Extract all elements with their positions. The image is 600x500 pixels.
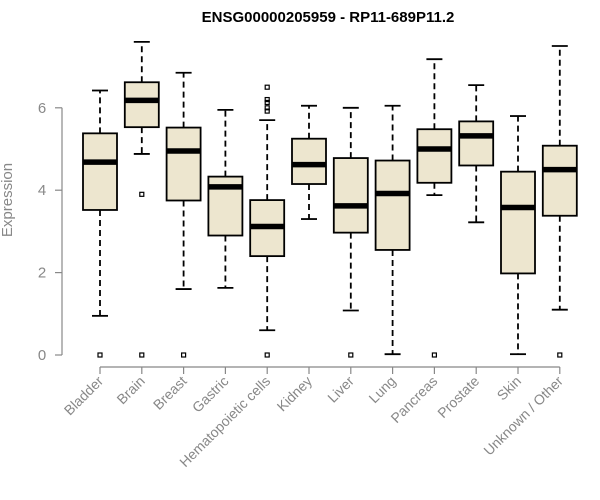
- iqr-box: [500, 170, 536, 275]
- outlier-point: [264, 105, 270, 111]
- outlier-point: [264, 108, 270, 114]
- y-axis-label: Expression: [0, 163, 16, 237]
- box-liver: [332, 106, 369, 358]
- outlier-point: [431, 352, 437, 358]
- outlier-point: [139, 191, 145, 197]
- iqr-box: [374, 159, 411, 251]
- boxes-group: [82, 40, 578, 358]
- iqr-box: [416, 128, 453, 184]
- y-axis: 0 2 4 6: [38, 100, 63, 364]
- iqr-box: [82, 132, 118, 211]
- y-tick-label: 4: [38, 182, 46, 199]
- x-tick-label: Breast: [150, 373, 190, 413]
- x-tick-label: Kidney: [274, 373, 316, 415]
- y-tick-label: 0: [38, 347, 46, 364]
- x-tick-label: Liver: [324, 373, 357, 406]
- box-bladder: [82, 89, 118, 358]
- outlier-point: [97, 352, 103, 358]
- outlier-point: [181, 352, 187, 358]
- outlier-point: [264, 84, 270, 90]
- iqr-box: [541, 144, 578, 217]
- iqr-box: [291, 137, 327, 185]
- box-unknown-other: [541, 45, 578, 358]
- outlier-point: [264, 352, 270, 358]
- box-skin: [500, 115, 536, 356]
- box-gastric: [207, 108, 244, 289]
- box-prostate: [458, 84, 495, 224]
- x-tick-label: Unknown / Other: [480, 373, 566, 459]
- x-axis: [99, 366, 561, 374]
- outlier-point: [264, 99, 270, 106]
- box-kidney: [291, 104, 327, 220]
- box-lung: [374, 104, 411, 356]
- y-tick-label: 6: [38, 100, 46, 117]
- box-hematopoietic-cells: [249, 84, 286, 358]
- x-tick-label: Skin: [494, 373, 525, 404]
- x-tick-label: Prostate: [434, 373, 482, 421]
- iqr-box: [458, 120, 495, 167]
- outlier-point: [557, 352, 563, 358]
- box-pancreas: [416, 58, 453, 358]
- x-tick-label: Lung: [365, 373, 398, 406]
- iqr-box: [123, 81, 160, 129]
- iqr-box: [165, 126, 202, 202]
- y-tick-label: 2: [38, 265, 46, 282]
- iqr-box: [332, 157, 369, 234]
- box-breast: [165, 71, 202, 358]
- box-brain: [123, 40, 160, 358]
- outlier-point: [348, 352, 354, 358]
- x-tick-label: Brain: [113, 373, 147, 407]
- outlier-point: [264, 96, 270, 103]
- chart-title: ENSG00000205959 - RP11-689P11.2: [202, 9, 455, 26]
- x-tick-label: Bladder: [61, 373, 107, 419]
- outlier-point: [139, 352, 145, 358]
